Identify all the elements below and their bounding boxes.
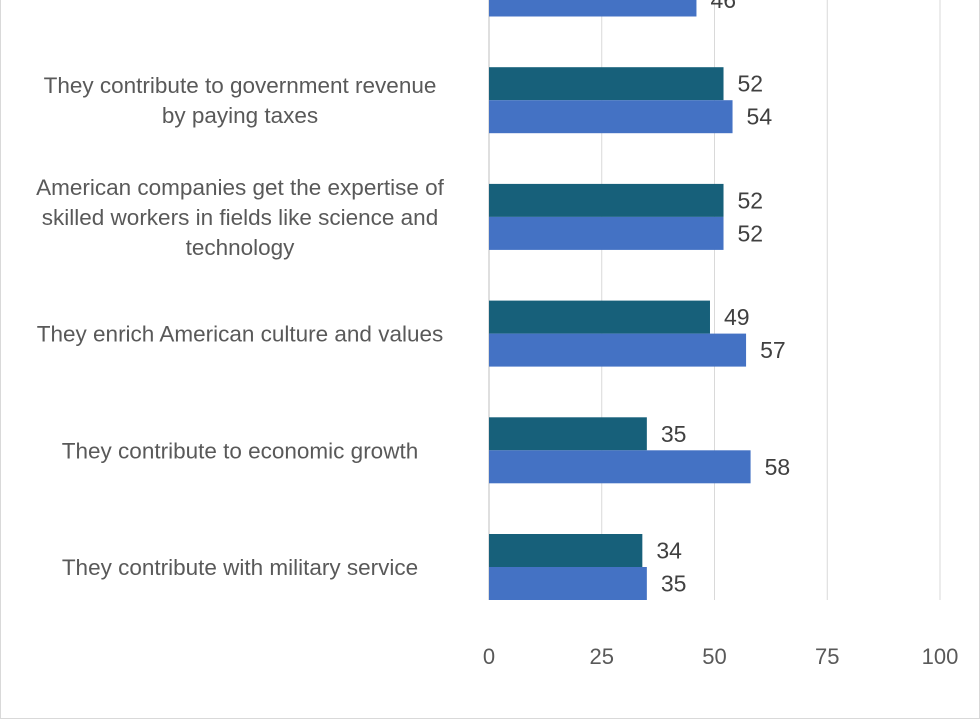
category-label: They contribute to economic growth [62, 438, 418, 463]
data-label: 58 [765, 454, 791, 480]
data-label: 52 [738, 187, 764, 213]
bar [489, 417, 647, 451]
data-label: 54 [747, 104, 773, 130]
category-label: They enrich American culture and values [37, 322, 443, 347]
data-label: 52 [738, 220, 764, 246]
bar [489, 567, 647, 600]
data-label: 35 [661, 421, 687, 447]
data-label: 57 [760, 337, 786, 363]
bar [489, 534, 643, 567]
bar [489, 67, 724, 101]
data-label: 35 [661, 571, 687, 597]
category-label: They contribute to government revenue [44, 73, 437, 98]
category-label: American companies get the expertise of [36, 175, 444, 200]
category-label: by paying taxes [162, 103, 318, 128]
bar [489, 300, 710, 334]
bar [489, 450, 751, 484]
category-label: They contribute with military service [62, 555, 418, 580]
x-tick-label: 0 [483, 644, 495, 669]
bar [489, 100, 733, 134]
bar [489, 183, 724, 217]
x-tick-label: 25 [590, 644, 614, 669]
bar [489, 0, 697, 17]
bar [489, 216, 724, 250]
data-label: 46 [710, 0, 736, 13]
x-tick-label: 50 [702, 644, 726, 669]
data-label: 34 [656, 538, 682, 564]
category-label: skilled workers in fields like science a… [42, 205, 438, 230]
x-tick-label: 100 [922, 644, 959, 669]
data-label: 49 [724, 304, 750, 330]
category-label: technology [186, 235, 296, 260]
x-tick-label: 75 [815, 644, 839, 669]
bar [489, 333, 747, 367]
data-label: 52 [738, 71, 764, 97]
